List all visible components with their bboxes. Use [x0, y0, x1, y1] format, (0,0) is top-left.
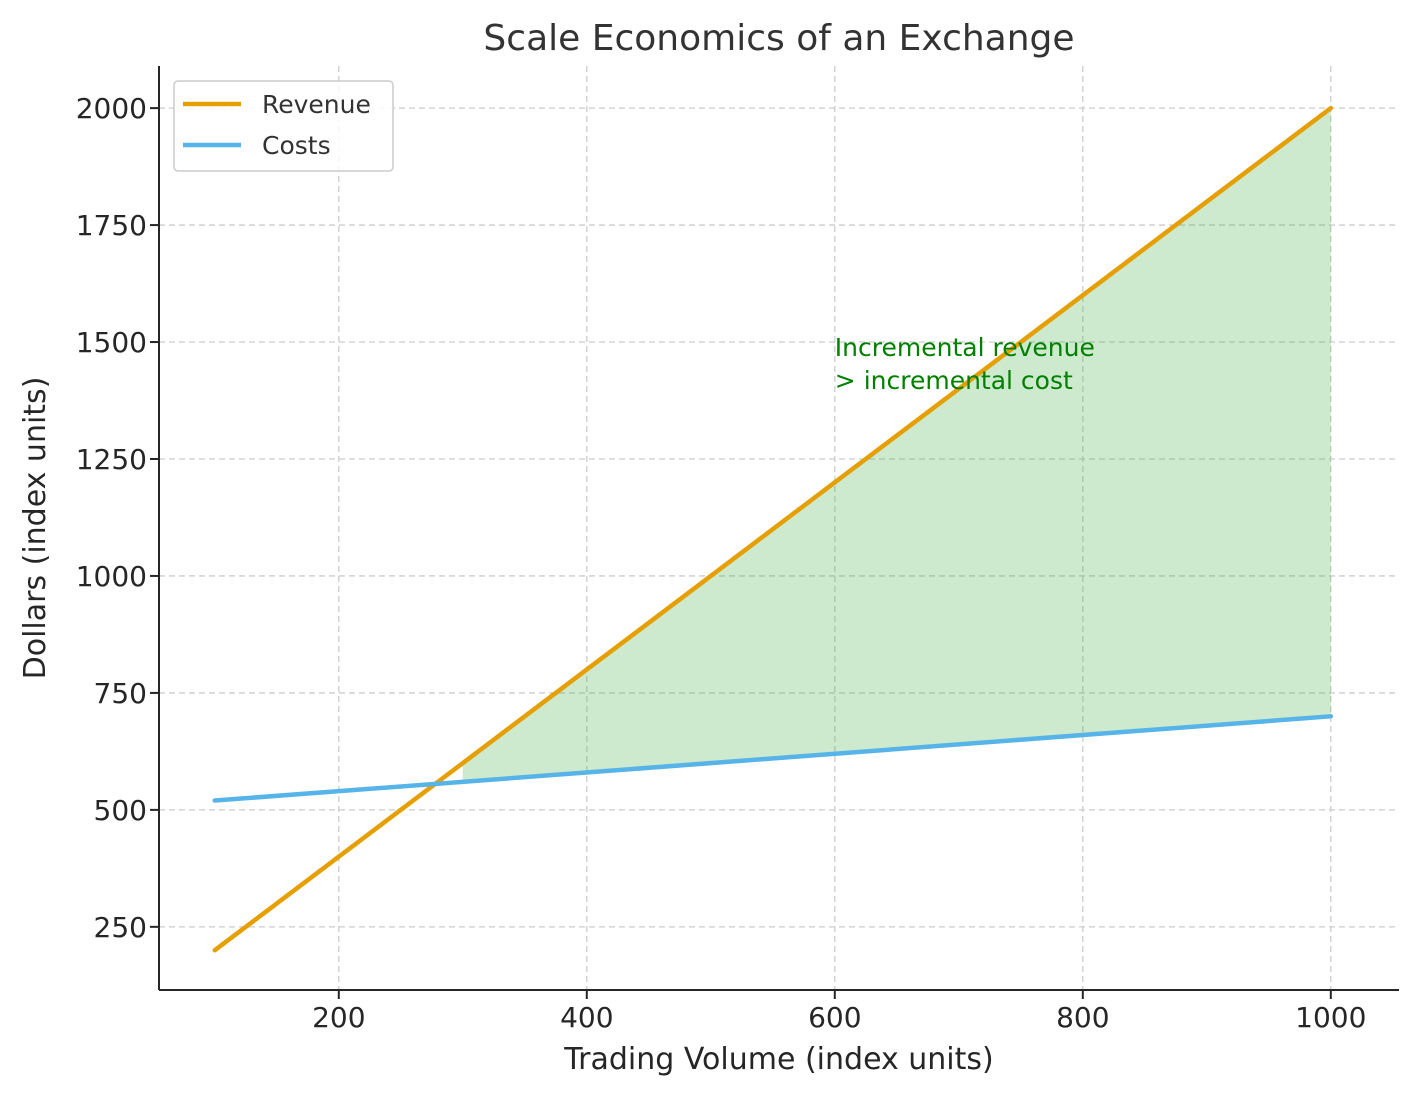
x-tick-label: 400	[560, 1001, 613, 1034]
series-line-costs	[212, 714, 1334, 803]
legend: Revenue Costs	[173, 80, 394, 172]
series-lines	[212, 105, 1334, 953]
y-tick-label: 250	[94, 911, 147, 944]
y-tick-label: 1000	[76, 560, 147, 593]
annotation-line: > incremental cost	[835, 366, 1073, 395]
axes	[158, 66, 1399, 991]
y-tick-label: 750	[94, 677, 147, 710]
y-axis-title: Dollars (index units)	[18, 377, 53, 680]
x-tick-label: 800	[1056, 1001, 1109, 1034]
x-tick-label: 600	[808, 1001, 861, 1034]
x-tick-label: 200	[312, 1001, 365, 1034]
annotation: Incremental revenue > incremental cost	[835, 333, 1095, 395]
y-tick-label: 2000	[76, 92, 147, 125]
y-tick-label: 500	[94, 794, 147, 827]
annotation-line: Incremental revenue	[835, 333, 1095, 362]
x-axis-title: Trading Volume (index units)	[563, 1042, 994, 1077]
y-tick-label: 1750	[76, 209, 147, 242]
x-ticks: 200 400 600 800 1000	[312, 990, 1366, 1034]
shaded-region	[462, 108, 1331, 782]
legend-label: Revenue	[262, 90, 371, 119]
grid	[159, 66, 1399, 990]
series-line-revenue	[212, 105, 1334, 953]
y-ticks: 250 500 750 1000 1250 1500 1750 2000	[76, 92, 159, 944]
x-tick-label: 1000	[1295, 1001, 1366, 1034]
chart-title: Scale Economics of an Exchange	[483, 18, 1074, 59]
y-tick-label: 1500	[76, 326, 147, 359]
y-tick-label: 1250	[76, 443, 147, 476]
legend-label: Costs	[262, 131, 331, 160]
